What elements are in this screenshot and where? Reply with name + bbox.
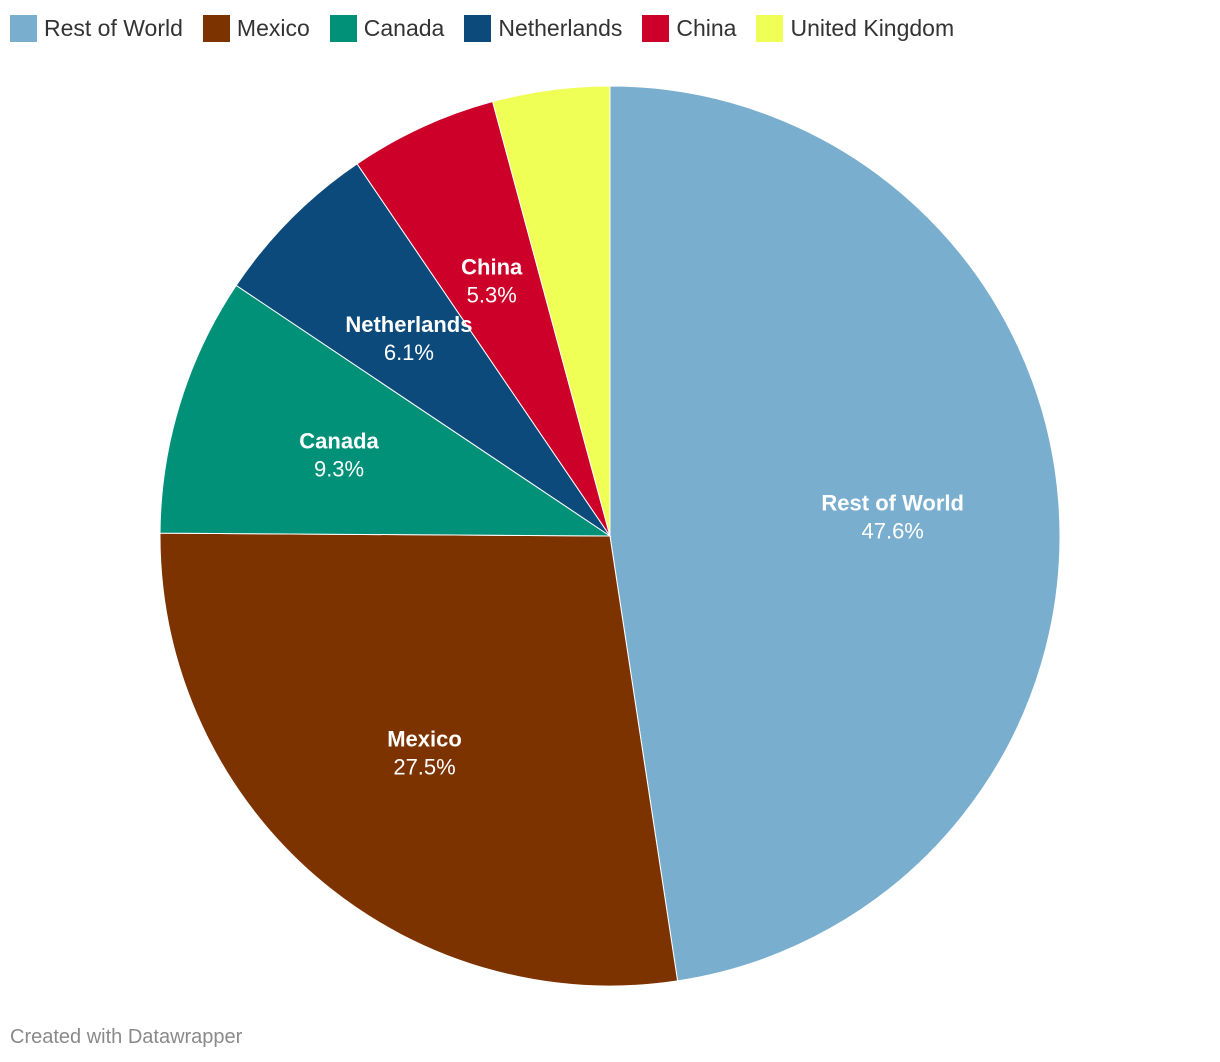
legend-swatch: [756, 14, 784, 42]
slice-value-label: 27.5%: [393, 754, 455, 779]
slice-value-label: 5.3%: [467, 282, 517, 307]
legend-swatch: [642, 14, 670, 42]
legend-label: China: [676, 14, 737, 41]
slice-value-label: 47.6%: [861, 519, 923, 544]
pie-labels: Rest of World 47.6% Mexico 27.5% Canada 9.3% N…: [299, 254, 964, 779]
legend-label: Netherlands: [498, 14, 623, 41]
slice-label: Canada: [299, 429, 379, 454]
legend-label: Canada: [363, 14, 445, 41]
slice-label: Netherlands: [345, 312, 472, 337]
slice-value-label: 9.3%: [314, 457, 364, 482]
credit-text: Created with Datawrapper: [10, 1026, 243, 1048]
slice-label: Rest of World: [821, 491, 964, 516]
legend-item: Mexico: [202, 14, 310, 42]
legend-item: Rest of World: [10, 14, 183, 42]
legend: Rest of World Mexico Canada Netherlands Chin…: [10, 12, 974, 44]
pie-slices: [159, 85, 1061, 987]
slice-value-label: 6.1%: [384, 340, 434, 365]
legend-item: Canada: [329, 14, 445, 42]
legend-item: Netherlands: [464, 14, 623, 42]
legend-label: Rest of World: [44, 14, 183, 41]
slice-label: Mexico: [387, 726, 462, 751]
pie-slice: [235, 163, 611, 537]
legend-label: United Kingdom: [790, 14, 955, 41]
slice-label: China: [461, 254, 523, 279]
legend-item: United Kingdom: [756, 14, 955, 42]
legend-swatch: [10, 14, 37, 42]
pie-slice: [356, 100, 611, 537]
pie-slice: [159, 284, 612, 537]
legend-swatch: [202, 14, 230, 42]
legend-label: Mexico: [236, 14, 310, 41]
pie-slice: [159, 532, 679, 987]
legend-swatch: [329, 14, 357, 42]
legend-item: China: [642, 14, 737, 42]
legend-swatch: [464, 14, 492, 42]
pie-slice: [492, 85, 611, 537]
pie-slice: [609, 85, 1061, 982]
